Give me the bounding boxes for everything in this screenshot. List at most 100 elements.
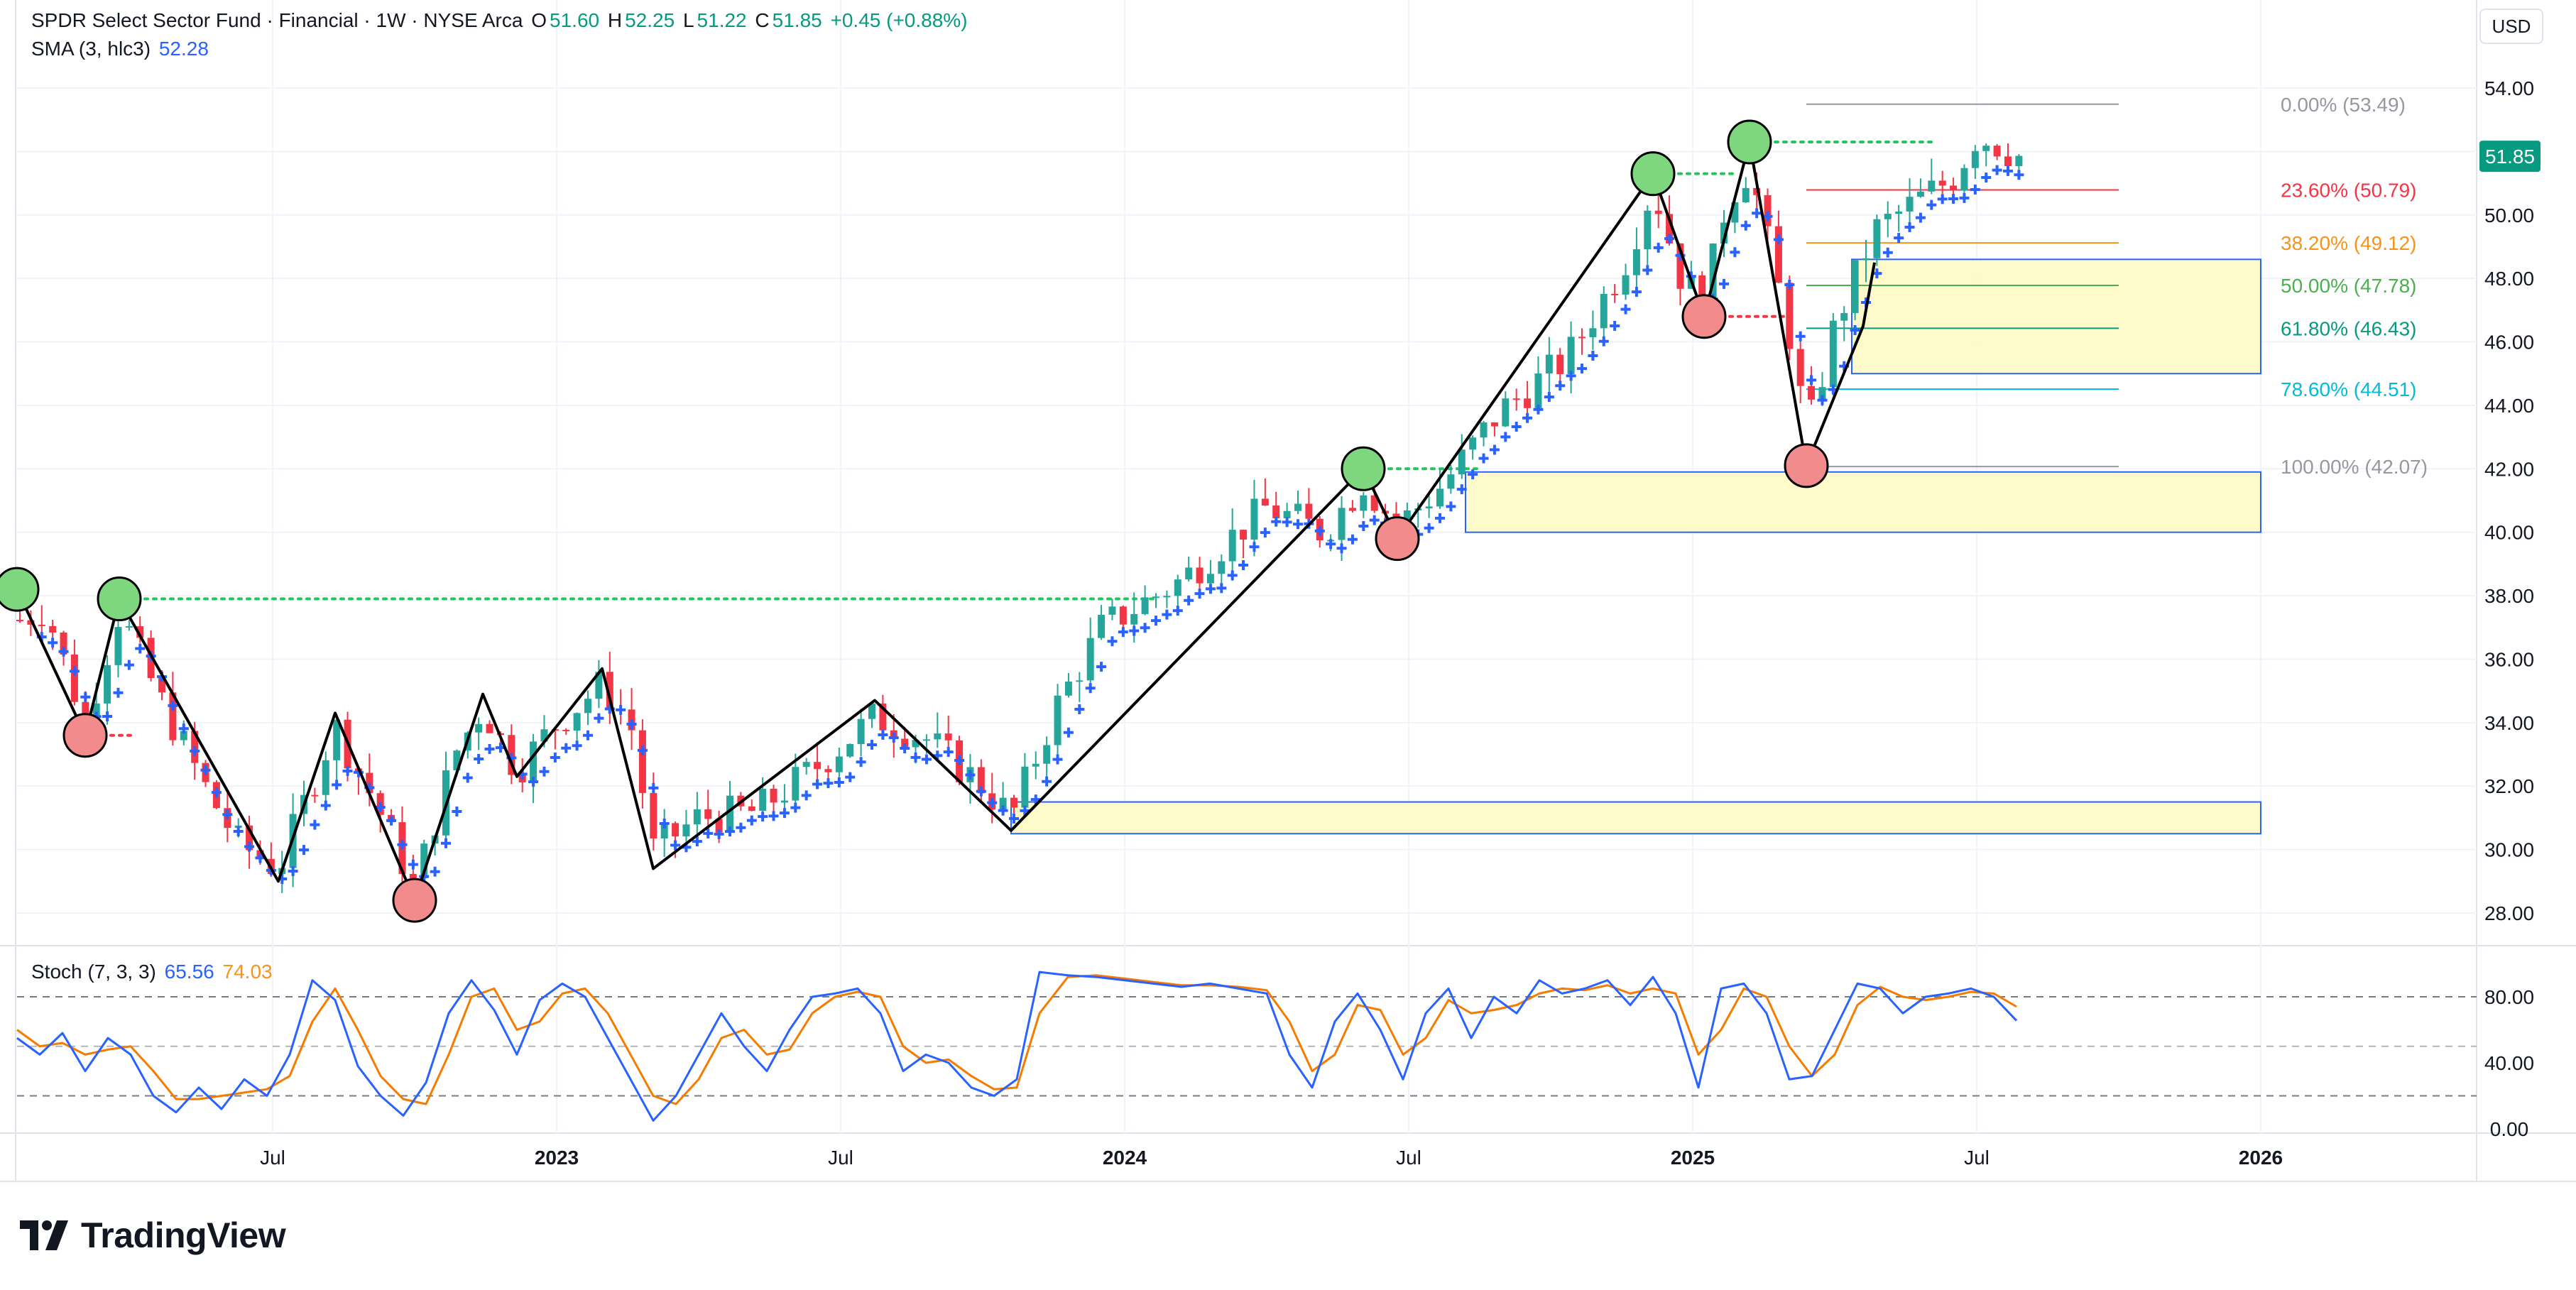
candle-body xyxy=(1512,398,1520,400)
candle-body xyxy=(1600,293,1608,329)
candle-body xyxy=(1250,498,1258,540)
candle-body xyxy=(1086,638,1094,681)
sma-marker xyxy=(1369,515,1380,525)
sma-marker xyxy=(1544,392,1554,403)
candle-body xyxy=(682,824,690,837)
sma-marker xyxy=(1194,589,1205,599)
low-value: 51.22 xyxy=(697,9,747,31)
sma-marker xyxy=(1915,212,1926,223)
candle-body xyxy=(814,762,822,770)
sma-marker xyxy=(1981,172,1992,182)
sma-marker xyxy=(168,700,178,711)
sma-marker xyxy=(1216,583,1227,594)
sma-marker xyxy=(102,711,113,722)
open-label: O xyxy=(531,9,547,31)
symbol-legend: SPDR Select Sector Fund · Financial · 1W… xyxy=(31,9,971,33)
sma-marker xyxy=(1456,484,1467,495)
sma-marker xyxy=(561,743,572,753)
time-tick-label: Jul xyxy=(828,1147,853,1169)
candle-body xyxy=(1567,337,1575,374)
sma-marker xyxy=(714,829,724,839)
candle-body xyxy=(1950,185,1958,191)
change-value: +0.45 (+0.88%) xyxy=(830,9,968,31)
sma-marker xyxy=(823,778,834,789)
candle-body xyxy=(606,672,613,710)
sma-marker xyxy=(1882,247,1893,258)
sma-marker xyxy=(736,822,746,833)
candle-body xyxy=(158,678,165,693)
candle-body xyxy=(1043,745,1051,764)
stoch-legend[interactable]: Stoch (7, 3, 3) 65.56 74.03 xyxy=(31,960,275,984)
price-tick-label: 32.00 xyxy=(2484,775,2534,797)
sma-marker xyxy=(1271,516,1282,527)
sma-marker xyxy=(1653,242,1664,253)
sma-marker xyxy=(1992,165,2002,175)
sma-marker xyxy=(1631,287,1642,297)
candle-body xyxy=(104,665,111,704)
price-tick-label: 34.00 xyxy=(2484,712,2534,734)
candle-body xyxy=(49,625,57,633)
sma-marker xyxy=(441,838,451,848)
sma-legend[interactable]: SMA (3, hlc3) 52.28 xyxy=(31,37,212,61)
sma-marker xyxy=(659,819,670,829)
candle-body xyxy=(846,744,854,757)
sma-marker xyxy=(758,811,768,822)
price-tick-label: 54.00 xyxy=(2484,77,2534,99)
candle-body xyxy=(857,718,865,745)
candle-body xyxy=(27,620,35,625)
candle-body xyxy=(1458,449,1466,475)
candle-body xyxy=(1589,328,1597,337)
candle-body xyxy=(573,713,581,731)
candle-body xyxy=(672,823,680,837)
sma-marker xyxy=(1468,469,1478,480)
candle-body xyxy=(1130,613,1138,625)
time-tick-label: Jul xyxy=(1964,1147,1990,1169)
candle-body xyxy=(1960,168,1968,191)
sma-marker xyxy=(1172,606,1183,616)
candle-body xyxy=(322,760,329,795)
sma-marker xyxy=(299,845,309,856)
sma-marker xyxy=(1238,560,1249,571)
candle-body xyxy=(1818,387,1826,400)
sma-marker xyxy=(1555,381,1566,391)
currency-button[interactable]: USD xyxy=(2479,9,2543,44)
price-tick-label: 44.00 xyxy=(2484,395,2534,417)
sma-marker xyxy=(1260,528,1270,538)
sma-marker xyxy=(135,643,146,654)
sma-marker xyxy=(1664,234,1675,244)
candle-body xyxy=(1720,222,1728,244)
sma-marker xyxy=(1184,595,1194,606)
price-tick-label: 48.00 xyxy=(2484,268,2534,290)
sma-marker xyxy=(1937,194,1948,204)
candle-body xyxy=(638,730,646,793)
candle-body xyxy=(1064,682,1072,696)
candle-body xyxy=(715,819,723,833)
sma-marker xyxy=(1948,193,1959,204)
sma-marker xyxy=(462,772,473,783)
candle-body xyxy=(1141,597,1149,614)
candle-body xyxy=(38,624,45,626)
sma-marker xyxy=(878,730,888,740)
sma-marker xyxy=(790,802,801,813)
candle-body xyxy=(475,723,483,733)
sma-marker xyxy=(2003,165,2013,176)
candle-body xyxy=(595,672,603,699)
candle-body xyxy=(1611,293,1619,295)
candle-body xyxy=(1261,498,1269,506)
sma-marker xyxy=(943,747,954,758)
sma-marker xyxy=(211,787,222,798)
sma-marker xyxy=(1249,542,1260,552)
sma-marker xyxy=(637,745,648,755)
sma-marker xyxy=(255,853,266,863)
fib-level-label: 78.60% (44.51) xyxy=(2281,378,2416,400)
candle-body xyxy=(1731,202,1739,223)
candle-body xyxy=(868,703,875,719)
tradingview-logo[interactable]: TradingView xyxy=(20,1215,286,1255)
sma-marker xyxy=(1588,350,1598,361)
candle-body xyxy=(16,620,23,622)
sma-marker xyxy=(1052,754,1063,765)
sma-marker xyxy=(1500,432,1511,442)
sma-marker xyxy=(954,755,965,765)
pivot-low-marker xyxy=(1681,294,1727,339)
